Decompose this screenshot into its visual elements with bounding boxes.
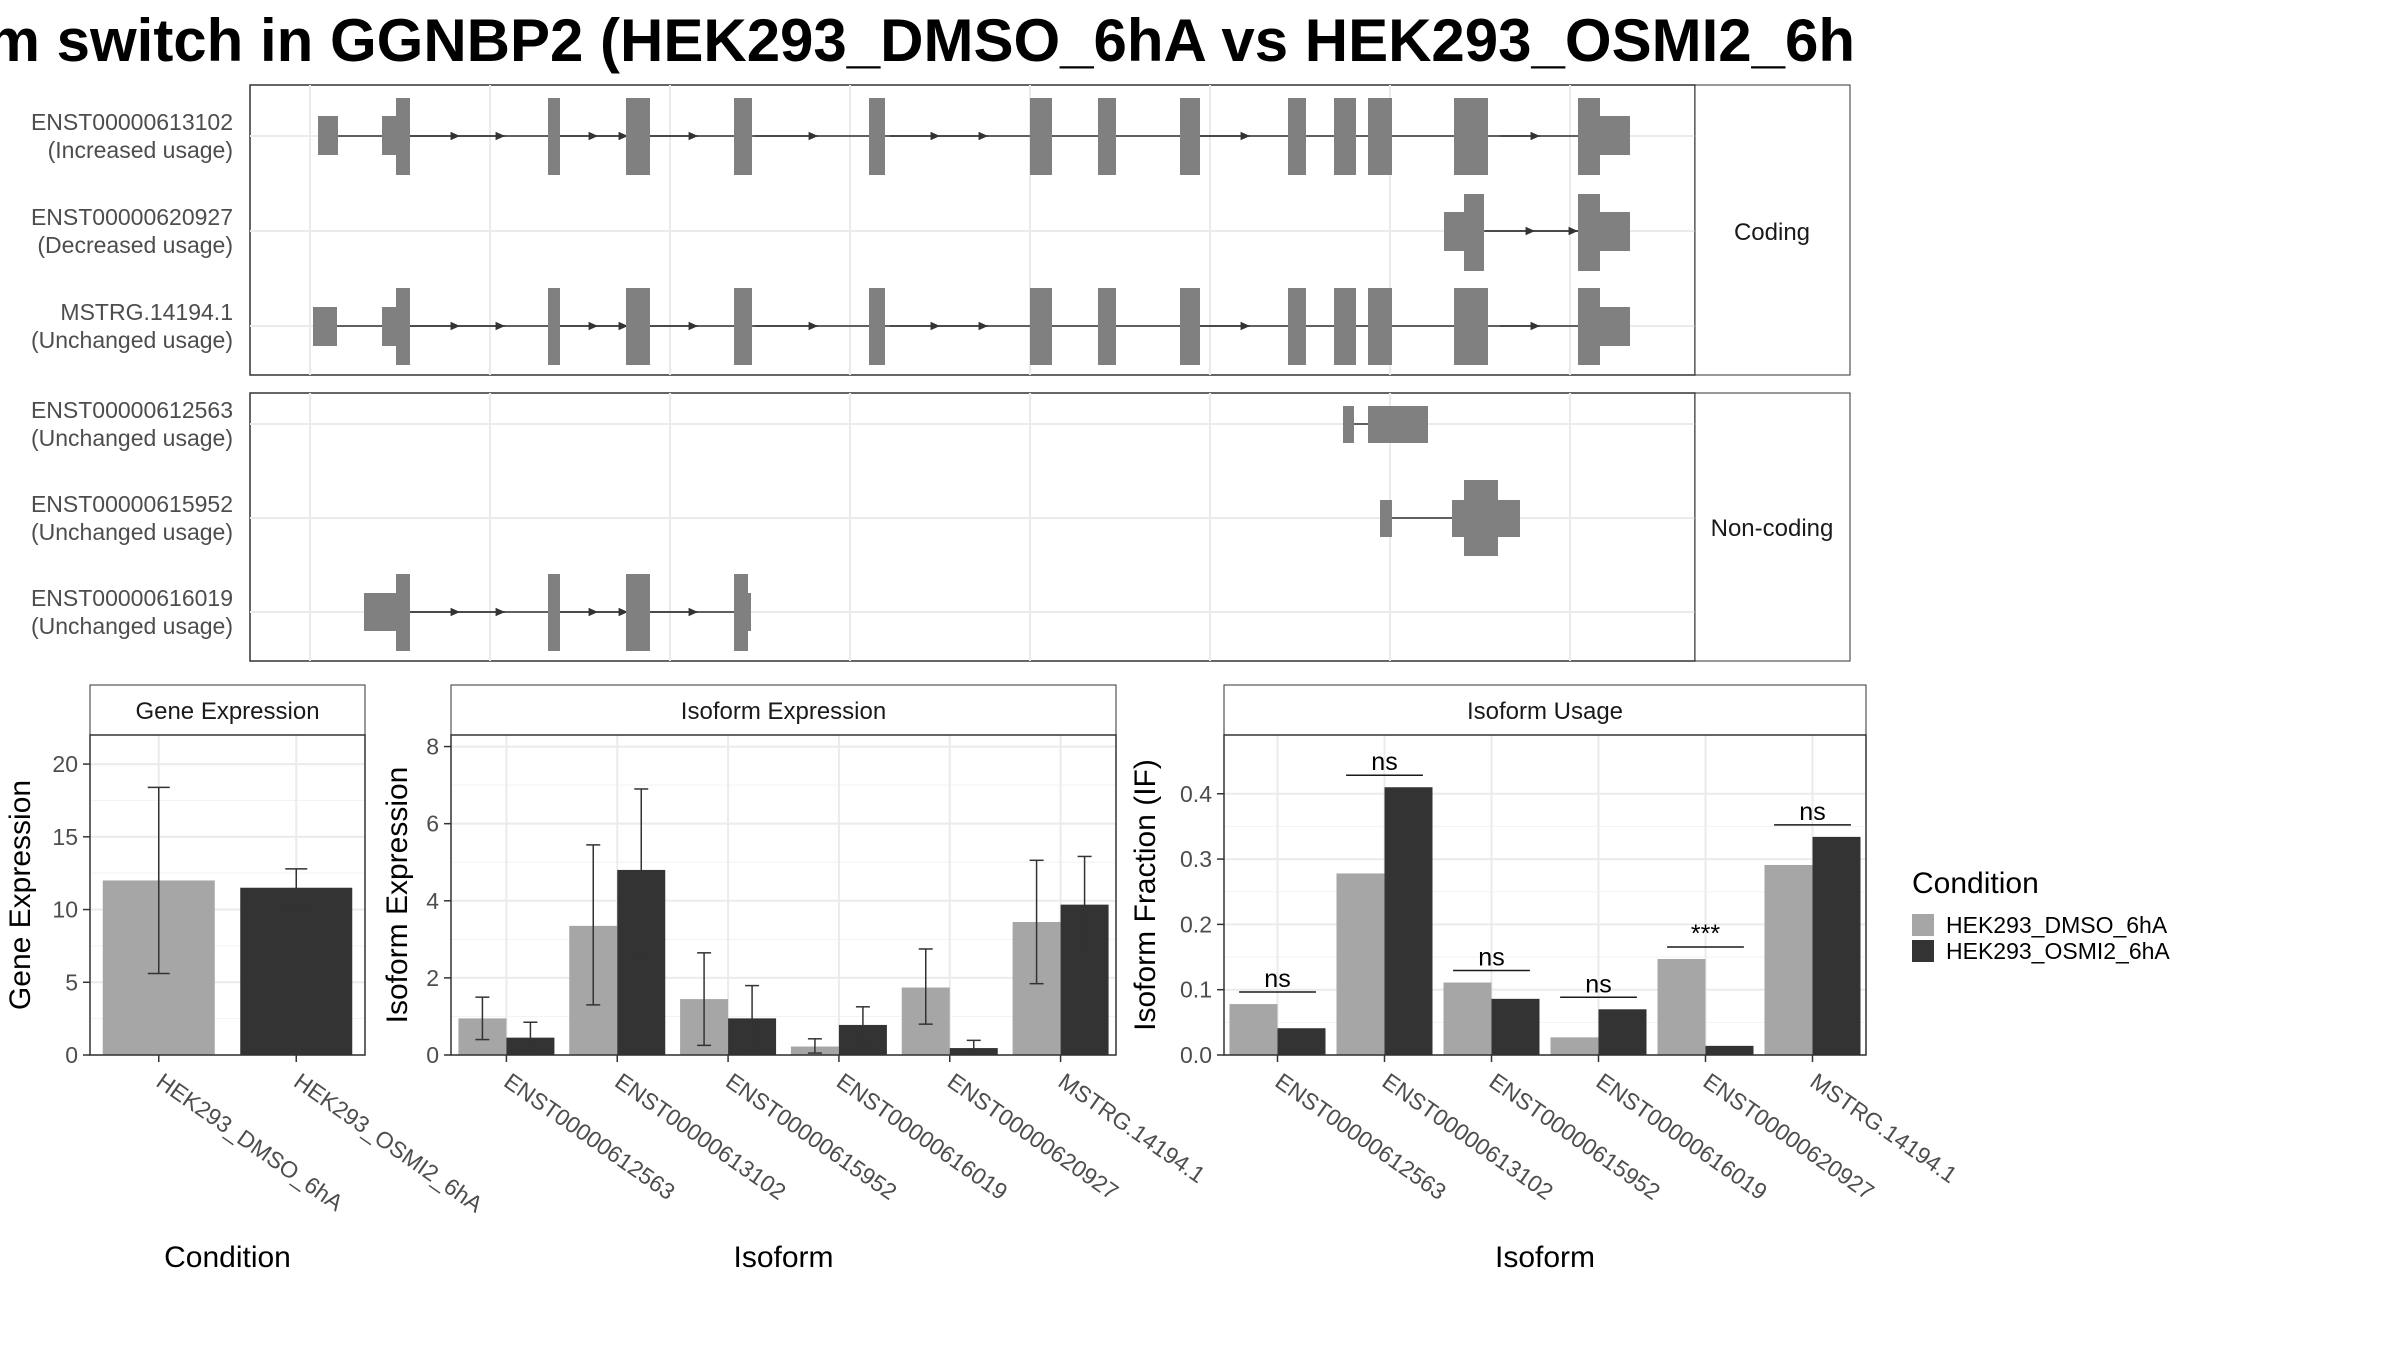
y-axis-title: Gene Expression xyxy=(4,780,37,1010)
bar-dmso xyxy=(1229,1004,1278,1055)
plot-background xyxy=(1224,735,1866,1055)
x-axis-title: Condition xyxy=(164,1241,291,1274)
legend-label-osmi: HEK293_OSMI2_6hA xyxy=(1946,938,2170,964)
transcript-labels: ENST00000613102 (Increased usage) ENST00… xyxy=(31,109,233,639)
transcript-enst00000615952 xyxy=(1380,480,1520,556)
y-tick-label: 4 xyxy=(426,888,439,914)
panel-strip xyxy=(450,684,1117,736)
panel-strip xyxy=(89,684,366,736)
significance-label: ns xyxy=(1478,944,1504,972)
bar-osmi xyxy=(1277,1028,1326,1055)
x-tick-label: ENST00000620927 xyxy=(1699,1068,1879,1205)
transcript-label-usage: (Increased usage) xyxy=(48,137,233,163)
plot-border xyxy=(1223,734,1867,1056)
legend-label-dmso: HEK293_DMSO_6hA xyxy=(1946,912,2168,938)
transcript-label-id: MSTRG.14194.1 xyxy=(60,299,233,325)
y-tick-label: 0.0 xyxy=(1180,1042,1212,1068)
y-tick-label: 0.1 xyxy=(1180,977,1212,1003)
figure-title: e isoform switch in GGNBP2 (HEK293_DMSO_… xyxy=(0,7,1855,74)
x-axis-title: Isoform xyxy=(1495,1241,1595,1274)
y-tick-label: 15 xyxy=(52,824,78,850)
transcript-label-id: ENST00000612563 xyxy=(31,397,233,423)
y-tick-label: 8 xyxy=(426,734,439,760)
plot-border xyxy=(450,734,1117,1056)
bar-dmso xyxy=(1657,959,1706,1055)
y-tick-label: 0.3 xyxy=(1180,846,1212,872)
y-tick-label: 0 xyxy=(426,1042,439,1068)
significance-label: ns xyxy=(1799,798,1825,826)
bar-osmi xyxy=(1812,836,1861,1055)
transcript-mstrg-14194-1 xyxy=(313,288,1630,365)
bar-dmso xyxy=(1336,873,1385,1055)
panel-title: Isoform Usage xyxy=(1467,698,1623,725)
bar-osmi xyxy=(1598,1009,1647,1055)
y-tick-label: 0.2 xyxy=(1180,911,1212,937)
y-tick-label: 2 xyxy=(426,965,439,991)
transcript-label-id: ENST00000613102 xyxy=(31,109,233,135)
y-axis-title: Isoform Fraction (IF) xyxy=(1129,759,1162,1031)
y-axis-title: Isoform Expression xyxy=(381,767,414,1024)
panel-title: Gene Expression xyxy=(135,698,319,725)
x-tick-label: ENST00000615952 xyxy=(1485,1068,1665,1205)
transcript-label-usage: (Unchanged usage) xyxy=(31,613,233,639)
transcript-label-id: ENST00000616019 xyxy=(31,585,233,611)
facet-strip-coding xyxy=(1694,84,1851,376)
transcript-label-id: ENST00000620927 xyxy=(31,204,233,230)
plot-border xyxy=(89,734,366,1056)
x-tick-label: ENST00000616019 xyxy=(1592,1068,1772,1205)
legend: Condition HEK293_DMSO_6hA HEK293_OSMI2_6… xyxy=(1912,867,2170,964)
significance-label: ns xyxy=(1371,748,1397,776)
transcript-enst00000620927 xyxy=(1444,194,1630,271)
y-tick-label: 5 xyxy=(65,969,78,995)
transcript-enst00000613102 xyxy=(318,98,1630,175)
legend-swatch-dmso xyxy=(1912,914,1934,936)
panel-strip xyxy=(1223,684,1867,736)
transcript-enst00000612563 xyxy=(1343,406,1428,443)
significance-label: *** xyxy=(1691,920,1720,948)
transcript-label-usage: (Decreased usage) xyxy=(37,232,233,258)
gene-expression-panel: Gene ExpressionHEK293_DMSO_6hAHEK293_OSM… xyxy=(4,684,488,1274)
y-tick-label: 10 xyxy=(52,897,78,923)
transcript-enst00000616019 xyxy=(364,574,751,651)
transcript-label-usage: (Unchanged usage) xyxy=(31,425,233,451)
transcript-label-usage: (Unchanged usage) xyxy=(31,327,233,353)
bar-dmso xyxy=(1443,982,1492,1055)
bar-dmso xyxy=(1550,1037,1599,1055)
bar-osmi xyxy=(1491,998,1540,1055)
facet-label-coding: Coding xyxy=(1734,219,1810,246)
bar-osmi xyxy=(240,887,353,1055)
bar-dmso xyxy=(1764,864,1813,1055)
y-tick-label: 0 xyxy=(65,1042,78,1068)
bar-osmi xyxy=(1705,1045,1754,1055)
facet-label-non-coding: Non-coding xyxy=(1711,515,1834,542)
panel-title: Isoform Expression xyxy=(681,698,886,725)
transcript-label-usage: (Unchanged usage) xyxy=(31,519,233,545)
x-tick-label: ENST00000613102 xyxy=(1378,1068,1558,1205)
plot-background xyxy=(451,735,1116,1055)
y-tick-label: 6 xyxy=(426,811,439,837)
x-tick-label: ENST00000612563 xyxy=(1271,1068,1451,1205)
isoform-expression-panel: Isoform ExpressionENST00000612563ENST000… xyxy=(381,684,1210,1274)
isoform-usage-panel: Isoform Usage ns ENST00000612563 ns ENST0000… xyxy=(1129,684,1962,1274)
structure-panel-coding: Coding xyxy=(249,84,1851,376)
y-tick-label: 20 xyxy=(52,751,78,777)
legend-title: Condition xyxy=(1912,867,2039,900)
transcript-label-id: ENST00000615952 xyxy=(31,491,233,517)
bar-osmi xyxy=(1384,787,1433,1055)
significance-label: ns xyxy=(1264,965,1290,993)
y-tick-label: 0.4 xyxy=(1180,781,1212,807)
legend-swatch-osmi xyxy=(1912,940,1934,962)
significance-label: ns xyxy=(1585,970,1611,998)
x-axis-title: Isoform xyxy=(733,1241,833,1274)
structure-panel-non-coding: Non-coding xyxy=(249,392,1851,662)
facet-strip-non-coding xyxy=(1694,392,1851,662)
